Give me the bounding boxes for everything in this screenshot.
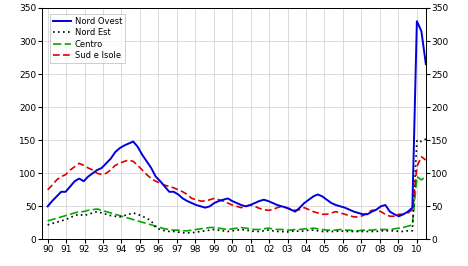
Nord Est bbox=[176, 231, 181, 234]
Sud e Isole bbox=[234, 205, 240, 208]
Centro bbox=[414, 175, 420, 178]
Centro bbox=[423, 175, 429, 178]
Legend: Nord Ovest, Nord Est, Centro, Sud e Isole: Nord Ovest, Nord Est, Centro, Sud e Isol… bbox=[50, 14, 125, 63]
Nord Est bbox=[162, 229, 168, 232]
Sud e Isole bbox=[423, 159, 429, 162]
Nord Est bbox=[405, 229, 411, 232]
Centro bbox=[239, 226, 244, 229]
Nord Ovest bbox=[108, 157, 114, 160]
Centro bbox=[405, 225, 411, 228]
Sud e Isole bbox=[162, 184, 168, 187]
Sud e Isole bbox=[351, 215, 357, 218]
Centro bbox=[176, 228, 181, 232]
Sud e Isole bbox=[405, 211, 411, 215]
Centro bbox=[45, 219, 51, 222]
Centro bbox=[157, 226, 163, 229]
Sud e Isole bbox=[108, 168, 114, 172]
Line: Sud e Isole: Sud e Isole bbox=[48, 157, 426, 217]
Centro bbox=[162, 227, 168, 230]
Sud e Isole bbox=[176, 188, 181, 192]
Nord Ovest bbox=[396, 215, 402, 218]
Centro bbox=[180, 229, 185, 232]
Nord Ovest bbox=[234, 201, 240, 205]
Nord Est bbox=[157, 228, 163, 231]
Nord Est bbox=[45, 223, 51, 226]
Nord Est bbox=[239, 228, 244, 231]
Line: Nord Ovest: Nord Ovest bbox=[48, 21, 426, 216]
Nord Ovest bbox=[405, 210, 411, 213]
Nord Est bbox=[108, 214, 114, 217]
Nord Ovest bbox=[423, 63, 429, 66]
Line: Nord Est: Nord Est bbox=[48, 139, 426, 233]
Nord Ovest bbox=[45, 205, 51, 208]
Centro bbox=[108, 211, 114, 215]
Nord Ovest bbox=[176, 193, 181, 196]
Line: Centro: Centro bbox=[48, 177, 426, 231]
Sud e Isole bbox=[45, 188, 51, 192]
Sud e Isole bbox=[418, 155, 424, 158]
Nord Est bbox=[180, 231, 185, 234]
Nord Ovest bbox=[162, 185, 168, 188]
Nord Ovest bbox=[157, 180, 163, 183]
Nord Ovest bbox=[414, 20, 420, 23]
Nord Est bbox=[423, 137, 429, 140]
Sud e Isole bbox=[157, 182, 163, 185]
